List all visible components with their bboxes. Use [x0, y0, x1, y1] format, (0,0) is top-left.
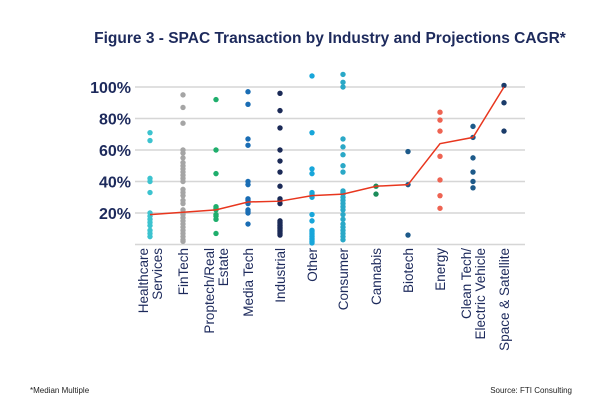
x-tick-label: Other [305, 247, 320, 281]
y-tick-label: 60% [99, 143, 131, 160]
data-point [340, 207, 346, 213]
data-point [340, 216, 346, 222]
data-point [277, 200, 283, 207]
x-tick-label: Biotech [401, 248, 416, 293]
x-tick-label: Energy [433, 248, 448, 291]
x-tick-label: Space & Satellite [497, 248, 512, 351]
data-point [277, 107, 283, 114]
footnote: *Median Multiple [30, 386, 90, 395]
data-point [277, 183, 283, 189]
data-point [147, 137, 153, 144]
data-point [309, 166, 315, 172]
data-point [340, 79, 346, 85]
data-point [470, 178, 476, 185]
data-point [340, 237, 346, 243]
data-point [437, 153, 443, 159]
data-point [309, 240, 315, 246]
data-point [147, 189, 153, 196]
data-point [437, 109, 443, 115]
data-point [309, 218, 315, 224]
data-point [470, 155, 476, 161]
data-point [147, 233, 153, 240]
data-point [437, 177, 443, 183]
data-point [437, 192, 443, 199]
data-point [340, 136, 346, 142]
data-point [309, 170, 315, 177]
data-point [340, 84, 346, 90]
data-point [501, 128, 507, 134]
data-point [470, 123, 476, 130]
x-tick-label: FinTech [176, 248, 191, 295]
data-point [213, 230, 219, 237]
data-point [245, 101, 251, 108]
y-tick-label: 100% [90, 80, 131, 97]
data-point [405, 148, 411, 155]
data-point [470, 169, 476, 175]
data-point [340, 152, 346, 158]
data-point [245, 89, 251, 95]
x-tick-label: Services [150, 248, 165, 300]
data-point [437, 128, 443, 134]
data-point [277, 169, 283, 175]
x-tick-label: Estate [216, 248, 231, 286]
data-point [180, 150, 186, 156]
x-tick-label: Cannabis [369, 248, 384, 305]
x-tick-label: Proptech/Real [202, 248, 217, 334]
y-tick-label: 20% [99, 206, 131, 223]
data-point [340, 211, 346, 218]
data-point [277, 147, 283, 153]
data-point [470, 185, 476, 191]
data-point [213, 216, 219, 222]
data-point [437, 205, 443, 211]
data-point [180, 92, 186, 98]
data-point [309, 73, 315, 79]
data-point [277, 90, 283, 97]
data-point [245, 136, 251, 142]
data-point [245, 181, 251, 188]
data-point [147, 222, 153, 229]
data-point [213, 170, 219, 177]
data-point [340, 71, 346, 78]
data-point [180, 120, 186, 126]
data-point [277, 125, 283, 131]
data-point [213, 147, 219, 153]
data-point [147, 129, 153, 136]
data-point [501, 100, 507, 106]
source-note: Source: FTI Consulting [490, 386, 572, 395]
x-tick-label: Clean Tech/ [459, 248, 474, 319]
x-tick-label: Industrial [273, 248, 288, 303]
data-point [245, 142, 251, 148]
data-point [147, 178, 153, 185]
data-point [277, 158, 283, 164]
x-tick-label: Consumer [336, 248, 351, 311]
data-point [501, 82, 507, 89]
chart-title: Figure 3 - SPAC Transaction by Industry … [94, 30, 566, 47]
data-point [437, 117, 443, 123]
y-tick-label: 80% [99, 112, 131, 129]
data-point [180, 178, 186, 185]
data-point [245, 210, 251, 216]
data-point [340, 169, 346, 175]
data-point [277, 232, 283, 238]
data-point [180, 104, 186, 111]
data-point [180, 155, 186, 161]
data-point [309, 211, 315, 218]
x-tick-label: Electric Vehicle [473, 248, 488, 340]
data-point [180, 200, 186, 207]
x-tick-label: Healthcare [136, 248, 151, 313]
data-point [180, 192, 186, 199]
data-point [340, 144, 346, 150]
data-point [245, 221, 251, 227]
data-point [213, 96, 219, 103]
data-point [340, 163, 346, 169]
data-point [405, 232, 411, 238]
y-tick-label: 40% [99, 175, 131, 192]
data-point [309, 129, 315, 136]
data-point [180, 238, 186, 245]
data-point [373, 191, 379, 197]
median-line [149, 86, 505, 216]
x-tick-label: Media Tech [241, 248, 256, 317]
